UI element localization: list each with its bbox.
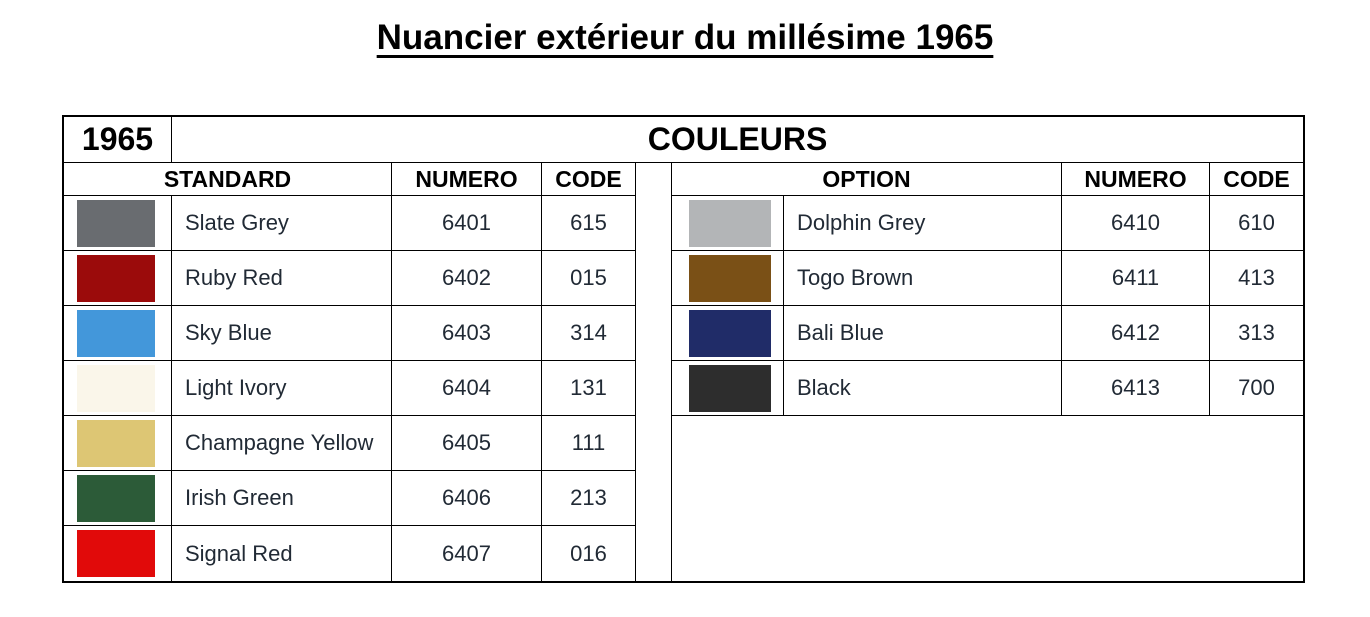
code-cell: 015 <box>542 251 635 306</box>
code-cell: 016 <box>570 540 607 566</box>
color-name-cell: Bali Blue <box>784 306 1062 361</box>
option-colors-table: OPTION NUMERO CODE Dolphin Grey 6410 610… <box>672 163 1303 416</box>
numero-cell: 6405 <box>392 416 542 471</box>
color-swatch-cell <box>64 471 172 526</box>
code-cell: 700 <box>1210 361 1303 416</box>
dolphin-grey-swatch <box>689 199 771 247</box>
champagne-yellow-swatch <box>77 419 155 467</box>
option-section: OPTION NUMERO CODE Dolphin Grey 6410 610… <box>672 163 1303 581</box>
header-option: OPTION <box>672 163 1062 196</box>
header-code-left: CODE <box>542 163 635 196</box>
togo-brown-swatch <box>689 254 771 302</box>
code-cell: 111 <box>542 416 635 471</box>
numero-cell: 6403 <box>392 306 542 361</box>
numero-cell: 6407 <box>392 526 542 581</box>
numero-cell: 6401 <box>392 196 542 251</box>
color-swatch-cell <box>64 251 172 306</box>
color-swatch-cell <box>672 361 784 416</box>
banner-couleurs-cell: COULEURS <box>647 121 828 157</box>
page-title: Nuancier extérieur du millésime 1965 <box>376 18 994 57</box>
color-name-cell: Ruby Red <box>172 251 392 306</box>
code-cell: 610 <box>1210 196 1303 251</box>
light-ivory-swatch <box>77 364 155 412</box>
code-cell: 314 <box>542 306 635 361</box>
ruby-red-swatch <box>77 254 155 302</box>
color-name-cell: Dolphin Grey <box>784 196 1062 251</box>
banner-row: 1965 COULEURS <box>64 117 1303 163</box>
color-swatch-cell <box>64 306 172 361</box>
code-cell: 615 <box>542 196 635 251</box>
color-swatch-cell <box>64 196 172 251</box>
numero-cell: 6406 <box>392 471 542 526</box>
code-cell: 131 <box>542 361 635 416</box>
color-name-cell: Sky Blue <box>172 306 392 361</box>
color-name-cell: Togo Brown <box>784 251 1062 306</box>
numero-cell: 6411 <box>1062 251 1210 306</box>
numero-cell: 6404 <box>392 361 542 416</box>
color-name-cell: Champagne Yellow <box>172 416 392 471</box>
sky-blue-swatch <box>77 309 155 357</box>
color-swatch-cell <box>64 526 172 581</box>
black-swatch <box>689 364 771 412</box>
numero-cell: 6410 <box>1062 196 1210 251</box>
header-standard: STANDARD <box>64 163 392 196</box>
standard-colors-table: STANDARD NUMERO CODE Slate Grey 6401 615… <box>64 163 635 581</box>
color-name-cell: Irish Green <box>172 471 392 526</box>
numero-cell: 6413 <box>1062 361 1210 416</box>
color-name-cell: Slate Grey <box>172 196 392 251</box>
numero-cell: 6402 <box>392 251 542 306</box>
color-swatch-cell <box>672 306 784 361</box>
slate-grey-swatch <box>77 199 155 247</box>
header-numero-right: NUMERO <box>1062 163 1210 196</box>
irish-green-swatch <box>77 474 155 522</box>
code-cell: 413 <box>1210 251 1303 306</box>
color-name-cell: Black <box>784 361 1062 416</box>
color-name-cell: Light Ivory <box>172 361 392 416</box>
header-code-right: CODE <box>1210 163 1303 196</box>
color-swatch-cell <box>672 196 784 251</box>
color-swatch-cell <box>672 251 784 306</box>
table-body: STANDARD NUMERO CODE Slate Grey 6401 615… <box>64 163 1303 581</box>
numero-cell: 6412 <box>1062 306 1210 361</box>
color-chart-table: 1965 COULEURS STANDARD NUMERO CODE Slate… <box>62 115 1305 583</box>
header-numero-left: NUMERO <box>392 163 542 196</box>
bali-blue-swatch <box>689 309 771 357</box>
color-name-cell: Signal Red <box>172 526 392 581</box>
code-cell: 313 <box>1210 306 1303 361</box>
color-swatch-cell <box>64 361 172 416</box>
signal-red-swatch <box>77 530 155 577</box>
color-swatch-cell <box>64 416 172 471</box>
empty-cell <box>672 416 1303 581</box>
banner-year-cell: 1965 <box>64 117 172 162</box>
code-cell: 213 <box>542 471 635 526</box>
spacer-column <box>635 163 672 581</box>
